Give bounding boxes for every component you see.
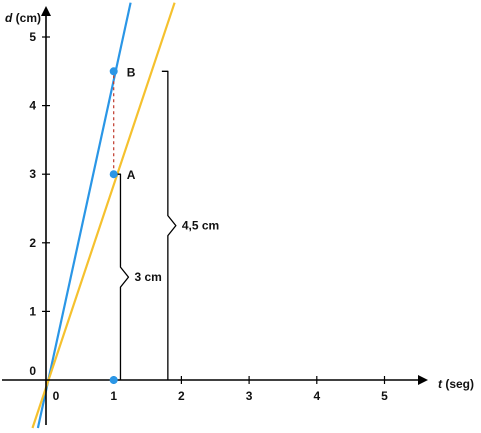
x-tick-label: 2 <box>178 389 185 403</box>
x-tick-label: 1 <box>110 389 117 403</box>
x-tick-label: 4 <box>313 389 320 403</box>
x-tick-label: 5 <box>381 389 388 403</box>
points-layer: BA <box>109 65 136 384</box>
data-point-2 <box>109 170 118 179</box>
x-axis-label: t (seg) <box>438 377 474 391</box>
y-axis-arrowhead <box>41 6 51 16</box>
series-layer <box>31 2 176 429</box>
y-axis-label: d (cm) <box>5 11 41 25</box>
brace-2 <box>161 70 177 380</box>
y-axis-variable: d <box>5 11 13 25</box>
series-line-1 <box>36 2 132 429</box>
y-tick-label: 0 <box>29 364 36 378</box>
point-label-B: B <box>127 65 136 79</box>
x-tick-label: 0 <box>53 389 60 403</box>
axes-layer: 0 1 2 3 4 5 0 1 2 3 4 5 <box>2 6 428 425</box>
x-axis-unit: (seg) <box>442 377 474 391</box>
y-tick-label: 2 <box>29 236 36 250</box>
series-line-2 <box>31 2 176 429</box>
data-point-3 <box>109 376 118 384</box>
brace-label-1: 3 cm <box>134 270 161 284</box>
y-tick-label: 1 <box>29 304 36 318</box>
x-tick-label: 3 <box>246 389 253 403</box>
y-tick-label: 4 <box>29 99 36 113</box>
brace-1 <box>114 173 130 380</box>
brace-label-2: 4,5 cm <box>182 219 219 233</box>
point-label-A: A <box>127 168 136 182</box>
x-axis-arrowhead <box>418 375 428 385</box>
y-tick-label: 5 <box>29 30 36 44</box>
y-tick-label: 3 <box>29 167 36 181</box>
y-axis-unit: (cm) <box>12 11 41 25</box>
x-axis-variable: t <box>438 377 443 391</box>
data-point-1 <box>109 67 118 76</box>
annotation-layer: 3 cm 4,5 cm <box>113 70 219 380</box>
